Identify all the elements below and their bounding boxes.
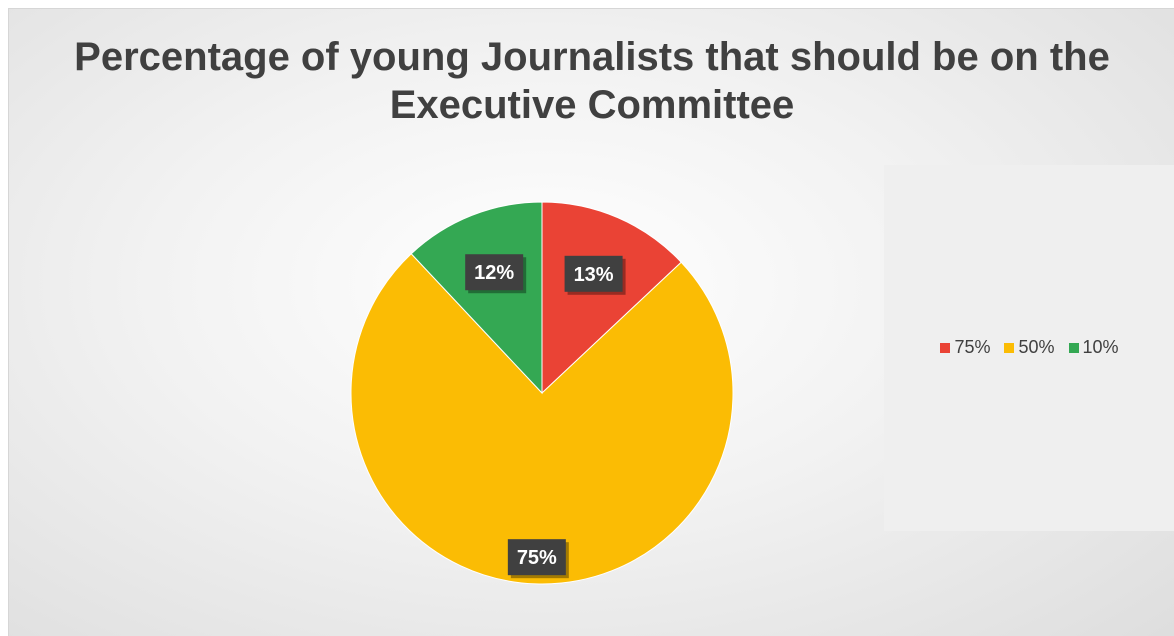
legend-swatch <box>1004 342 1015 353</box>
pie-slice-0 <box>541 201 682 395</box>
legend-swatch <box>1068 342 1079 353</box>
pie-slice-1 <box>350 253 734 585</box>
data-label-box <box>564 255 623 292</box>
legend-label: 50% <box>1018 337 1055 357</box>
legend-swatch <box>940 342 951 353</box>
legend-item-1: 50% <box>1004 337 1055 358</box>
data-label-1: 75% <box>507 539 569 579</box>
pie-chart: 13% 75% 12% <box>350 201 734 585</box>
data-label-box <box>465 254 524 291</box>
data-label-text: 13% <box>574 264 614 286</box>
legend-item-0: 75% <box>940 337 990 358</box>
legend: 75% 50% 10% <box>884 165 1174 531</box>
data-label-text: 12% <box>474 262 514 284</box>
chart-title: Percentage of young Journalists that sho… <box>74 35 1110 127</box>
legend-label: 10% <box>1082 337 1119 357</box>
data-label-text: 75% <box>517 547 557 569</box>
chart-area: Percentage of young Journalists that sho… <box>8 8 1174 636</box>
data-label-box <box>507 539 566 576</box>
data-label-2: 12% <box>465 254 527 294</box>
legend-label: 75% <box>954 337 991 357</box>
legend-row: 75% 50% 10% <box>884 337 1174 358</box>
data-label-0: 13% <box>564 255 626 295</box>
legend-item-2: 10% <box>1068 337 1119 358</box>
pie-slice-2 <box>410 201 543 395</box>
